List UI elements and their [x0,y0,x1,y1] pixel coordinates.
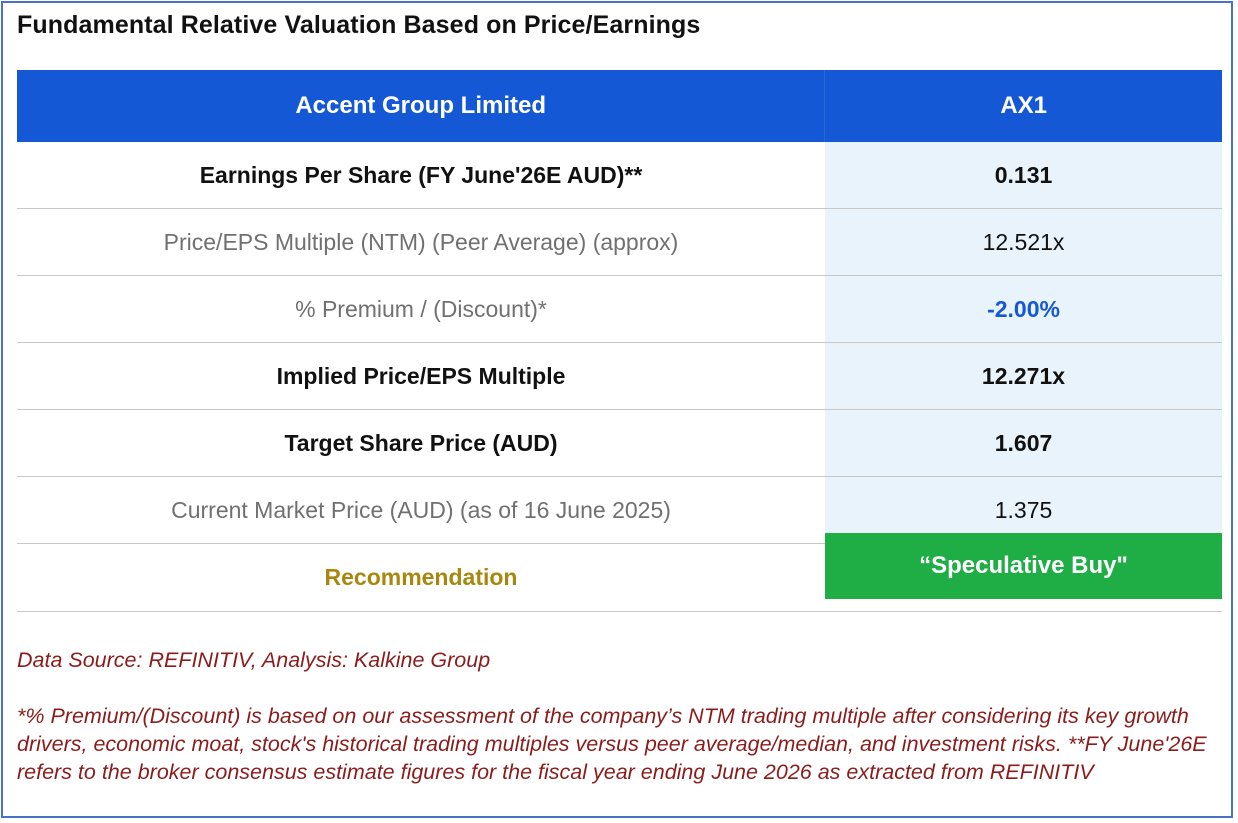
table-row: Price/EPS Multiple (NTM) (Peer Average) … [17,209,1222,276]
footnote: *% Premium/(Discount) is based on our as… [17,704,1207,784]
page-title: Fundamental Relative Valuation Based on … [17,11,701,39]
ticker-header: AX1 [824,70,1222,142]
table-row: Target Share Price (AUD) 1.607 [17,410,1222,477]
recommendation-badge: “Speculative Buy" [825,533,1222,599]
target-price-value: 1.607 [825,410,1222,476]
target-price-label: Target Share Price (AUD) [284,429,558,456]
peer-multiple-label: Price/EPS Multiple (NTM) (Peer Average) … [163,228,679,255]
valuation-table: Accent Group Limited AX1 Earnings Per Sh… [17,70,1222,612]
recommendation-row: Recommendation “Speculative Buy" [17,533,1222,612]
eps-label: Earnings Per Share (FY June'26E AUD)** [199,161,643,188]
table-row: % Premium / (Discount)* -2.00% [17,276,1222,343]
company-name-header: Accent Group Limited [17,70,825,142]
recommendation-label: Recommendation [324,564,518,590]
premium-discount-label: % Premium / (Discount)* [295,295,547,322]
recommendation-cell: “Speculative Buy" [825,533,1222,611]
data-source-note: Data Source: REFINITIV, Analysis: Kalkin… [17,648,491,672]
current-price-label: Current Market Price (AUD) (as of 16 Jun… [171,496,671,523]
eps-value: 0.131 [825,142,1222,208]
table-row: Earnings Per Share (FY June'26E AUD)** 0… [17,142,1222,209]
implied-multiple-label: Implied Price/EPS Multiple [276,362,566,389]
table-header-row: Accent Group Limited AX1 [17,70,1222,142]
premium-discount-value: -2.00% [825,276,1222,342]
table-row: Current Market Price (AUD) (as of 16 Jun… [17,477,1222,544]
current-price-value: 1.375 [825,477,1222,543]
implied-multiple-value: 12.271x [825,343,1222,409]
table-row: Implied Price/EPS Multiple 12.271x [17,343,1222,410]
peer-multiple-value: 12.521x [825,209,1222,275]
